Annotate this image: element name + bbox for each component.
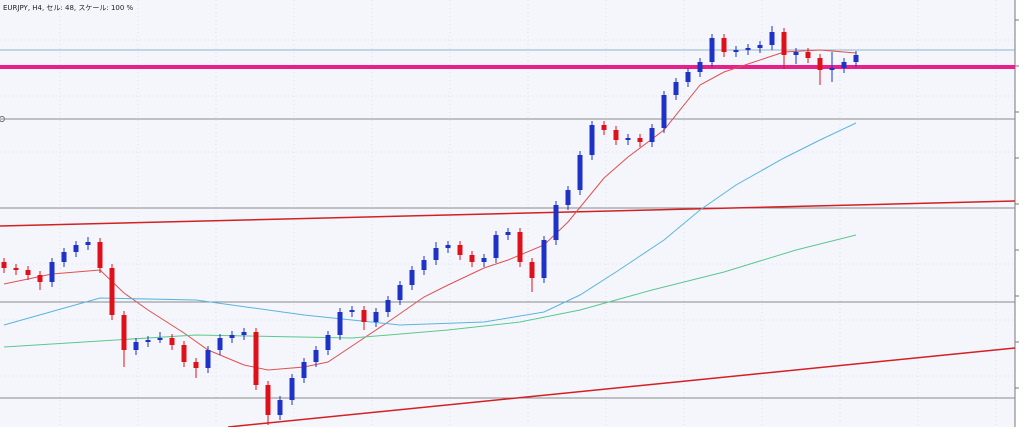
trendline: [227, 347, 1016, 427]
candle-body: [529, 262, 535, 278]
candle-body: [169, 338, 175, 345]
candle-body: [373, 312, 379, 322]
candle-body: [433, 248, 439, 260]
candle-body: [553, 205, 559, 240]
candle-body: [157, 338, 163, 340]
candle-body: [697, 62, 703, 72]
candle-body: [613, 130, 619, 140]
candle-body: [1, 262, 7, 268]
candle-body: [385, 300, 391, 312]
candle-body: [217, 338, 223, 350]
candle-body: [769, 32, 775, 45]
candle-body: [673, 82, 679, 95]
candle-body: [13, 268, 19, 270]
candle-body: [349, 310, 355, 312]
candle-body: [397, 285, 403, 300]
candle-body: [565, 190, 571, 205]
candle-body: [481, 258, 487, 262]
moving-average: [3, 49, 857, 371]
chart-title: EURJPY, H4, セル: 48, スケール: 100 %: [3, 4, 134, 12]
candle-body: [313, 350, 319, 362]
candle-body: [805, 52, 811, 58]
candle-body: [841, 62, 847, 68]
candle-body: [37, 275, 43, 282]
candle-body: [793, 52, 799, 55]
candle-body: [625, 138, 631, 140]
candle-body: [325, 335, 331, 350]
candle-body: [505, 232, 511, 235]
candle-body: [25, 270, 31, 275]
candle-body: [541, 240, 547, 278]
candle-body: [229, 335, 235, 338]
candle-body: [829, 68, 835, 70]
candle-body: [253, 332, 259, 385]
candle-body: [637, 138, 643, 142]
candle-body: [49, 262, 55, 282]
price-scale: [1015, 0, 1024, 427]
candle-body: [181, 345, 187, 362]
candle-body: [289, 378, 295, 400]
moving-average: [3, 234, 857, 348]
candle-body: [649, 128, 655, 142]
candle-body: [781, 32, 787, 55]
candle-body: [589, 125, 595, 155]
candle-body: [265, 385, 271, 415]
candle-body: [853, 55, 859, 62]
candle-body: [685, 72, 691, 82]
moving-average: [3, 122, 857, 326]
candle-body: [241, 332, 247, 335]
candle-body: [757, 45, 763, 48]
candle-body: [445, 245, 451, 248]
candle-body: [85, 242, 91, 245]
candle-body: [109, 268, 115, 315]
candle-body: [73, 245, 79, 252]
candle-body: [601, 125, 607, 130]
candle-body: [205, 350, 211, 368]
candle-body: [733, 50, 739, 52]
candle-body: [277, 400, 283, 415]
candle-body: [517, 232, 523, 262]
candle-body: [61, 252, 67, 262]
candle-body: [745, 48, 751, 50]
candle-body: [709, 38, 715, 62]
candle-body: [193, 362, 199, 368]
candle-body: [817, 58, 823, 70]
candle-body: [337, 312, 343, 335]
candle-body: [121, 315, 127, 350]
candle-body: [133, 342, 139, 350]
candle-body: [361, 310, 367, 322]
candle-body: [457, 245, 463, 255]
trendline: [0, 200, 1016, 227]
candle-body: [577, 155, 583, 190]
candle-body: [301, 362, 307, 378]
candle-body: [493, 235, 499, 258]
candle-body: [145, 340, 151, 342]
candle-body: [469, 255, 475, 262]
candle-body: [721, 38, 727, 52]
candle-body: [421, 260, 427, 270]
candle-body: [97, 242, 103, 268]
candle-body: [409, 270, 415, 285]
candle-body: [661, 95, 667, 128]
plot: [0, 26, 1016, 427]
